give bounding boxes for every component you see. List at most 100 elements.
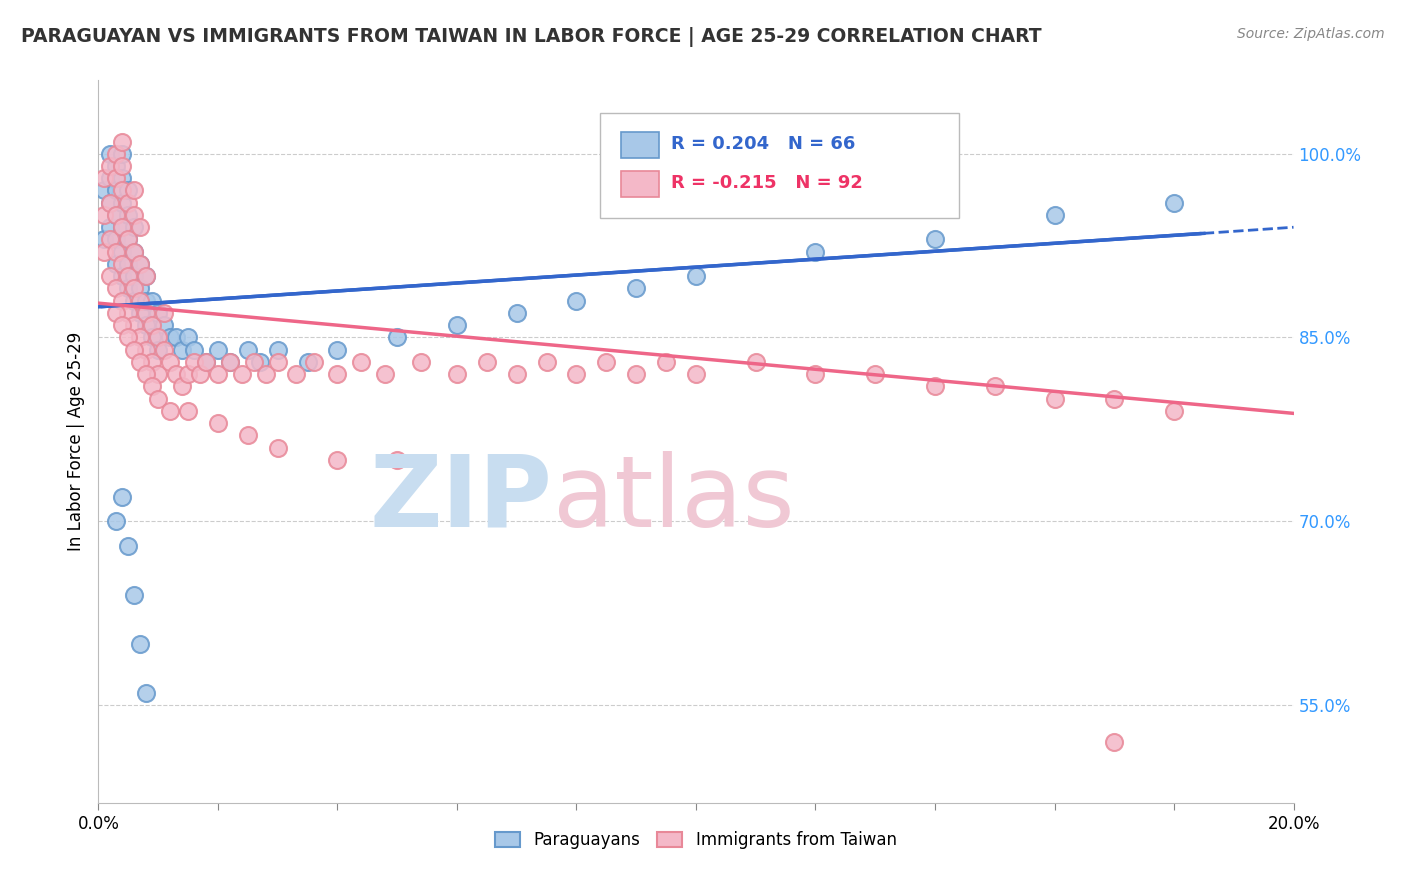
Point <box>141 293 163 308</box>
Point <box>135 293 157 308</box>
Point <box>117 539 139 553</box>
Point <box>105 208 128 222</box>
Point <box>865 367 887 381</box>
Point <box>254 367 277 381</box>
Point <box>148 392 170 406</box>
Point <box>124 244 146 259</box>
Point <box>411 355 433 369</box>
Point <box>105 184 128 198</box>
Text: R = 0.204   N = 66: R = 0.204 N = 66 <box>671 135 855 153</box>
Point <box>135 306 157 320</box>
Point <box>685 269 707 284</box>
FancyBboxPatch shape <box>600 112 959 218</box>
Point <box>302 355 325 369</box>
Point <box>98 171 122 186</box>
Point <box>141 318 163 333</box>
Bar <box>620 132 659 158</box>
Point <box>165 367 187 381</box>
Point <box>105 281 128 295</box>
Point <box>148 330 170 344</box>
Point <box>1163 404 1185 418</box>
Point <box>165 330 187 344</box>
Point <box>685 367 707 381</box>
Point <box>105 171 128 186</box>
Point <box>129 293 152 308</box>
Point <box>124 220 146 235</box>
Point <box>111 195 134 210</box>
Point <box>105 514 128 528</box>
Point <box>124 343 146 357</box>
Text: R = -0.215   N = 92: R = -0.215 N = 92 <box>671 174 863 192</box>
Point <box>117 306 139 320</box>
Point <box>141 355 163 369</box>
Point <box>105 257 128 271</box>
Point <box>159 330 181 344</box>
Point <box>267 441 290 455</box>
Point <box>565 367 588 381</box>
Point <box>804 367 827 381</box>
Point <box>984 379 1007 393</box>
Point <box>148 306 170 320</box>
Point <box>219 355 242 369</box>
Point <box>124 588 146 602</box>
Point <box>148 367 170 381</box>
Point <box>236 428 259 442</box>
Point <box>924 379 946 393</box>
Point <box>98 195 122 210</box>
Point <box>105 244 128 259</box>
Point <box>111 220 134 235</box>
Point <box>385 330 409 344</box>
Point <box>111 135 134 149</box>
Point <box>177 367 200 381</box>
Point <box>98 159 122 173</box>
Point <box>1104 734 1126 748</box>
Point <box>111 318 134 333</box>
Point <box>195 355 218 369</box>
Point <box>135 269 157 284</box>
Point <box>236 343 259 357</box>
Point <box>141 379 163 393</box>
Point <box>177 330 200 344</box>
Y-axis label: In Labor Force | Age 25-29: In Labor Force | Age 25-29 <box>66 332 84 551</box>
Point <box>595 355 617 369</box>
Point <box>129 330 152 344</box>
Point <box>207 367 229 381</box>
Point <box>135 685 157 699</box>
Point <box>1104 392 1126 406</box>
Point <box>231 367 253 381</box>
Point <box>655 355 678 369</box>
Point <box>117 195 139 210</box>
Point <box>135 318 157 333</box>
Point <box>93 171 115 186</box>
Point <box>195 355 218 369</box>
Point <box>536 355 558 369</box>
Point <box>117 330 139 344</box>
Point <box>93 244 115 259</box>
Point <box>98 232 122 246</box>
Point <box>153 306 176 320</box>
Point <box>135 343 157 357</box>
Point <box>129 281 152 295</box>
Point <box>105 208 128 222</box>
Point <box>565 293 588 308</box>
Point <box>98 220 122 235</box>
Point <box>297 355 319 369</box>
Point <box>105 146 128 161</box>
Point <box>124 293 146 308</box>
Point <box>159 404 181 418</box>
Point <box>111 184 134 198</box>
Point <box>745 355 768 369</box>
Point <box>183 355 205 369</box>
Point <box>129 637 152 651</box>
Point <box>153 343 176 357</box>
Point <box>446 367 468 381</box>
Point <box>1043 392 1066 406</box>
Point <box>626 367 648 381</box>
Point <box>153 318 176 333</box>
Point <box>148 343 170 357</box>
Point <box>111 293 134 308</box>
Text: Source: ZipAtlas.com: Source: ZipAtlas.com <box>1237 27 1385 41</box>
Point <box>93 232 115 246</box>
Point <box>506 367 529 381</box>
Point <box>924 232 946 246</box>
